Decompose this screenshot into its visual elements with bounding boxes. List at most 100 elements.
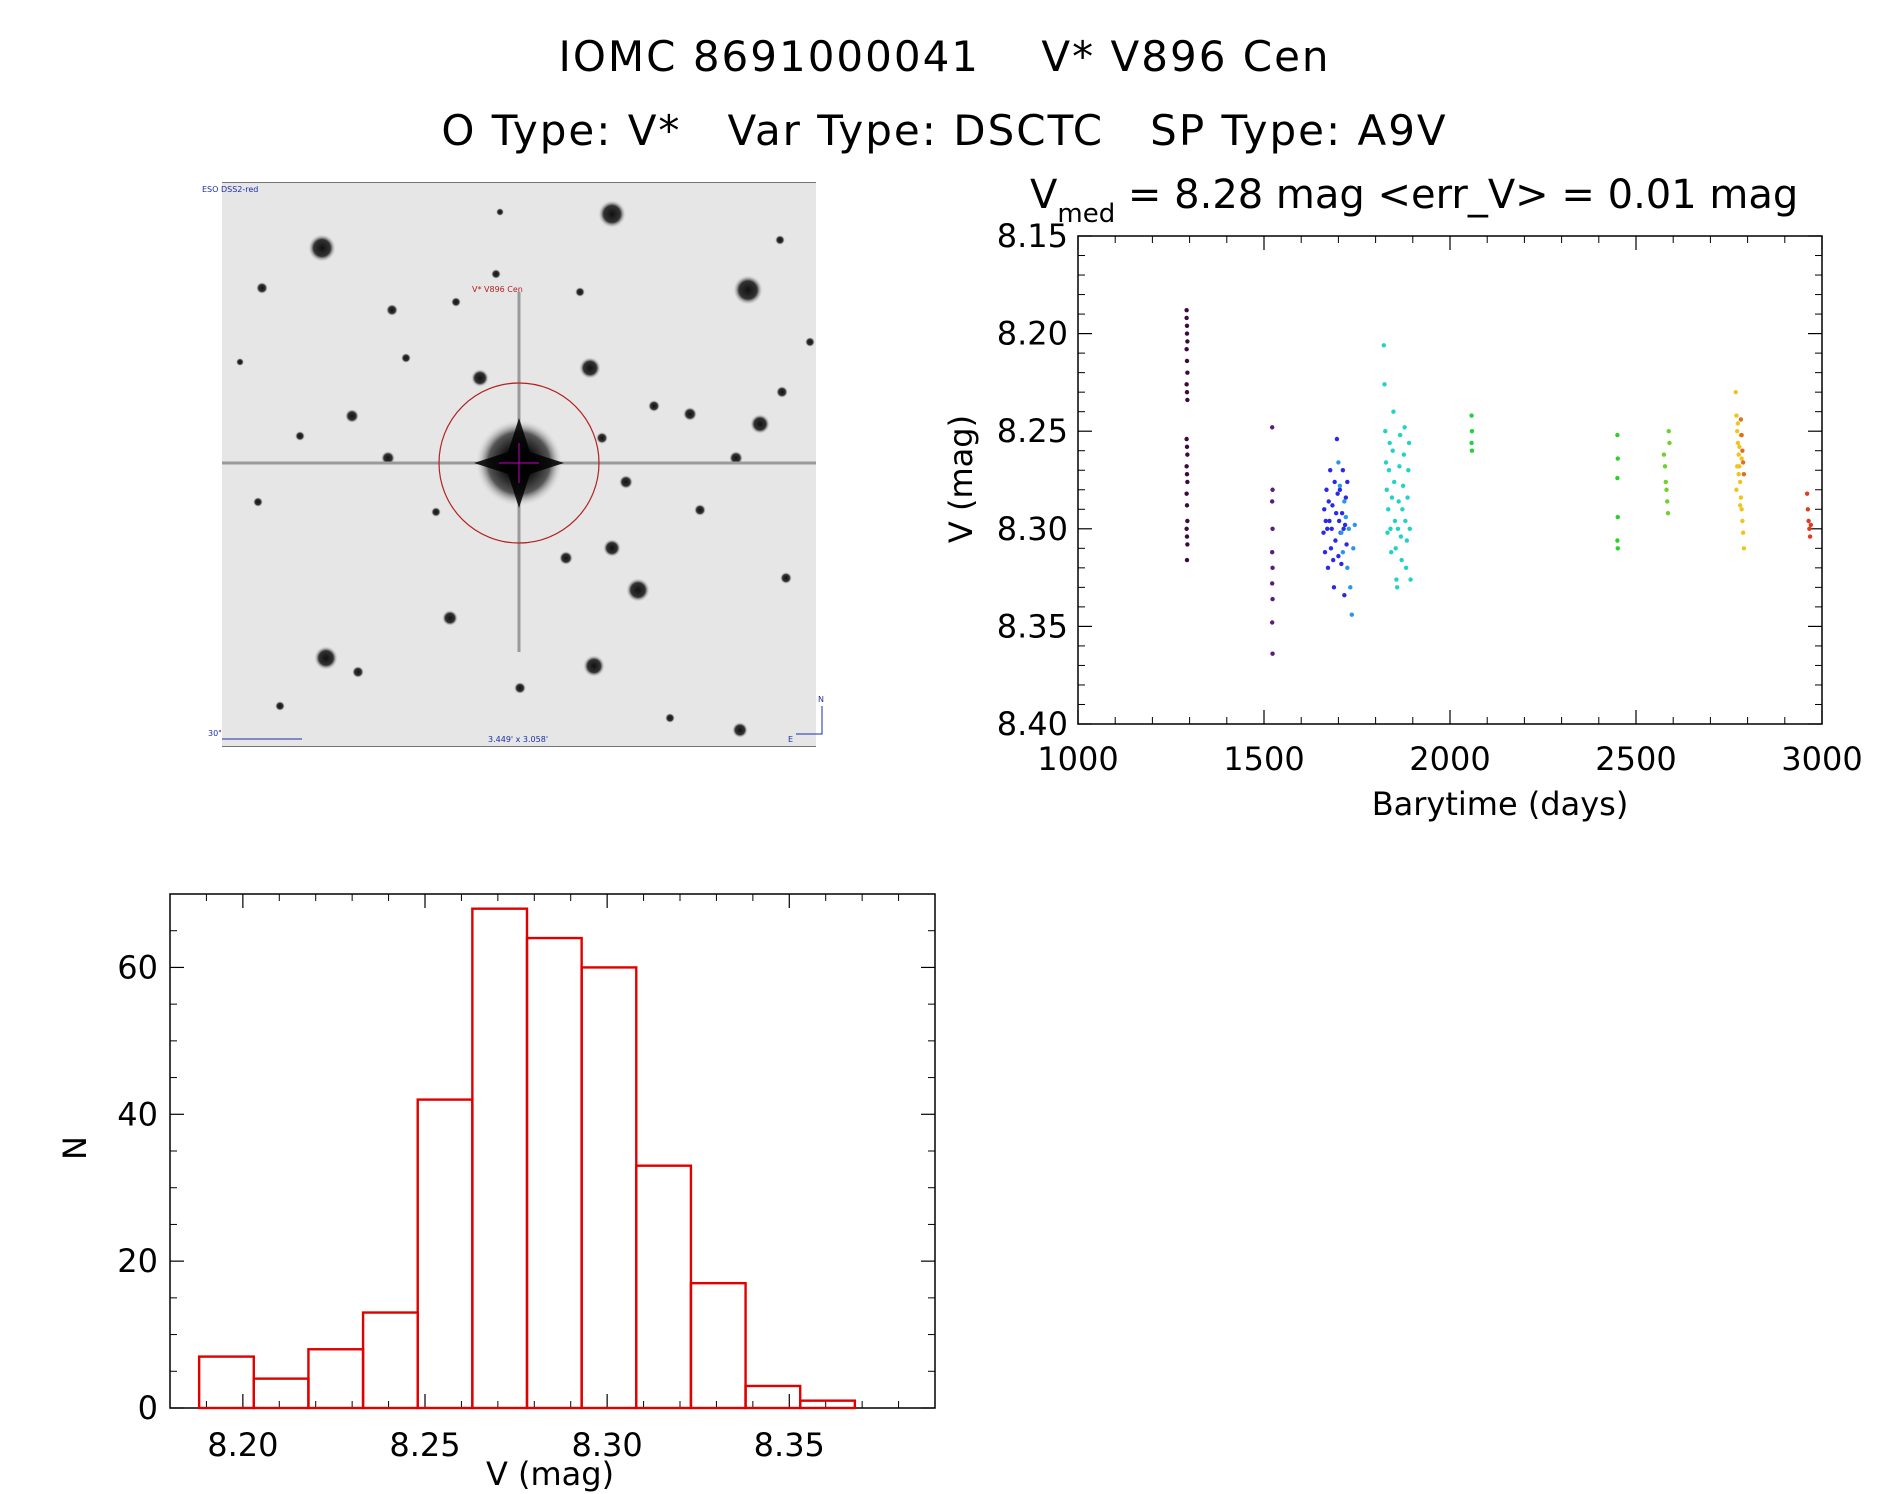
lc-point-season-9 bbox=[1735, 440, 1741, 446]
field-star bbox=[253, 497, 263, 507]
histogram-bar bbox=[416, 1098, 474, 1410]
lc-xtick-label: 3000 bbox=[1781, 740, 1862, 778]
lc-point-season-8 bbox=[1667, 440, 1672, 446]
lc-point-season-1 bbox=[1184, 323, 1190, 328]
lc-point-season-3 bbox=[1332, 479, 1337, 485]
lc-point-season-7 bbox=[1615, 432, 1620, 438]
lc-point-season-5 bbox=[1404, 538, 1410, 543]
lc-point-season-11 bbox=[1804, 491, 1810, 496]
lightcurve-chart: Vmed = 8.28 mag <err_V> = 0.01 mag 1000 1… bbox=[942, 172, 1863, 823]
field-star bbox=[491, 269, 501, 279]
lc-point-season-10 bbox=[1741, 471, 1747, 477]
lc-point-season-5 bbox=[1390, 448, 1395, 453]
lc-point-season-3 bbox=[1321, 530, 1326, 535]
fov-label: 3.449' x 3.058' bbox=[488, 735, 548, 744]
lc-point-season-9 bbox=[1736, 471, 1741, 477]
field-star bbox=[683, 407, 697, 421]
hist-ytick-label: 60 bbox=[117, 948, 158, 986]
lc-point-season-3 bbox=[1323, 518, 1328, 524]
lc-point-season-1 bbox=[1184, 464, 1189, 469]
lc-point-season-9 bbox=[1734, 429, 1740, 434]
lc-xtick-label: 1500 bbox=[1223, 740, 1304, 778]
histogram-bar bbox=[197, 1355, 255, 1410]
histogram-bar bbox=[799, 1399, 857, 1410]
hist-xtick-label: 8.20 bbox=[207, 1426, 278, 1464]
lc-point-season-1 bbox=[1184, 315, 1189, 321]
lc-point-season-3 bbox=[1343, 495, 1349, 500]
lc-point-season-2 bbox=[1270, 565, 1275, 571]
lc-point-season-4 bbox=[1336, 460, 1341, 465]
lc-point-season-5 bbox=[1385, 530, 1390, 535]
lc-point-season-4 bbox=[1342, 499, 1347, 504]
lc-ytick-label: 8.35 bbox=[997, 607, 1068, 645]
lc-point-season-1 bbox=[1185, 370, 1190, 375]
lc-point-season-1 bbox=[1184, 491, 1189, 496]
lc-point-season-7 bbox=[1615, 538, 1620, 543]
histogram-bar bbox=[580, 966, 638, 1410]
lc-point-season-5 bbox=[1391, 409, 1396, 414]
lc-point-season-5 bbox=[1393, 546, 1398, 551]
lc-point-season-5 bbox=[1386, 468, 1392, 473]
lc-point-season-5 bbox=[1406, 468, 1411, 473]
lc-point-season-2 bbox=[1269, 425, 1275, 430]
lc-point-season-2 bbox=[1270, 651, 1275, 656]
histogram-bar bbox=[361, 1311, 419, 1410]
histogram-xlabel: V (mag) bbox=[486, 1455, 614, 1493]
lc-point-season-3 bbox=[1333, 510, 1339, 516]
field-star bbox=[514, 682, 526, 694]
lc-point-season-7 bbox=[1615, 546, 1620, 551]
field-star bbox=[575, 287, 585, 297]
field-star bbox=[619, 475, 633, 489]
target-circle bbox=[438, 382, 600, 544]
histogram-bar bbox=[635, 1164, 693, 1410]
lc-point-season-4 bbox=[1352, 522, 1357, 528]
lc-point-season-3 bbox=[1336, 553, 1341, 559]
lc-point-season-6 bbox=[1469, 440, 1474, 446]
lc-point-season-3 bbox=[1324, 487, 1329, 492]
lc-point-season-3 bbox=[1322, 550, 1328, 555]
lc-title-rest: = 8.28 mag <err_V> = 0.01 mag bbox=[1115, 172, 1798, 218]
lc-point-season-10 bbox=[1738, 417, 1744, 422]
lc-point-season-2 bbox=[1269, 550, 1275, 555]
lc-point-season-6 bbox=[1469, 413, 1474, 418]
lc-point-season-5 bbox=[1403, 518, 1408, 524]
lc-point-season-3 bbox=[1333, 538, 1338, 543]
field-star bbox=[776, 386, 788, 398]
lc-point-season-5 bbox=[1397, 432, 1403, 438]
field-star bbox=[386, 304, 398, 316]
lc-point-season-5 bbox=[1402, 425, 1407, 430]
lc-point-season-1 bbox=[1184, 389, 1190, 395]
histogram-bar bbox=[744, 1384, 802, 1410]
field-star bbox=[314, 646, 338, 670]
lc-point-season-9 bbox=[1733, 389, 1738, 395]
lc-point-season-5 bbox=[1389, 550, 1394, 555]
lc-point-season-2 bbox=[1269, 499, 1275, 504]
histogram-bar bbox=[471, 907, 529, 1410]
lc-point-season-1 bbox=[1184, 331, 1190, 336]
lc-point-season-9 bbox=[1739, 456, 1744, 461]
lc-point-season-9 bbox=[1737, 479, 1743, 485]
lc-point-season-11 bbox=[1805, 507, 1811, 512]
lc-point-season-5 bbox=[1403, 565, 1409, 571]
title-line-2: O Type: V* Var Type: DSCTC SP Type: A9V bbox=[441, 106, 1448, 155]
field-star bbox=[694, 504, 706, 516]
hist-xtick-label: 8.25 bbox=[389, 1426, 460, 1464]
sky-right-border bbox=[816, 182, 838, 747]
scale-label: 30" bbox=[208, 729, 222, 738]
lc-point-season-10 bbox=[1740, 460, 1746, 465]
lc-point-season-5 bbox=[1397, 464, 1402, 469]
lc-point-season-9 bbox=[1739, 507, 1744, 512]
lc-title-sub: med bbox=[1057, 199, 1115, 229]
lc-point-season-5 bbox=[1400, 507, 1405, 512]
lightcurve-points bbox=[1184, 307, 1814, 656]
lc-point-season-4 bbox=[1349, 612, 1354, 617]
lc-point-season-1 bbox=[1185, 452, 1190, 457]
lc-point-season-8 bbox=[1661, 452, 1667, 457]
lc-point-season-4 bbox=[1348, 585, 1353, 590]
lc-point-season-3 bbox=[1339, 561, 1344, 567]
lc-point-season-8 bbox=[1666, 429, 1671, 434]
histogram-bar bbox=[307, 1348, 365, 1410]
lc-point-season-3 bbox=[1326, 499, 1331, 504]
lc-point-season-5 bbox=[1399, 557, 1404, 563]
lc-point-season-2 bbox=[1269, 581, 1275, 586]
